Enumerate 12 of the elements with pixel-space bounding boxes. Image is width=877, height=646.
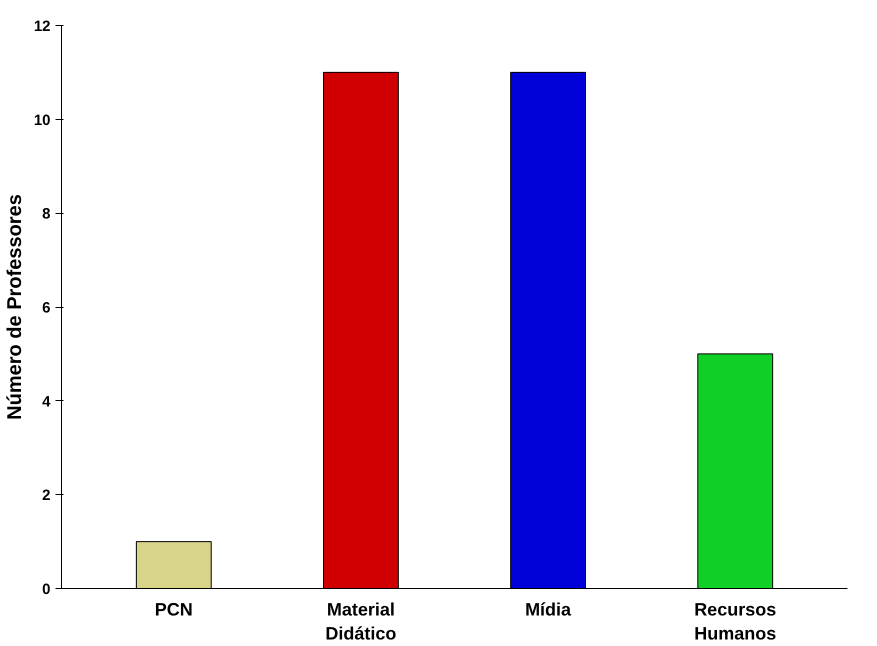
y-tick-label: 12 bbox=[34, 18, 51, 35]
y-tick-label: 10 bbox=[34, 112, 51, 129]
y-tick-label: 8 bbox=[42, 206, 50, 223]
x-tick-label: Recursos Humanos bbox=[694, 600, 776, 644]
y-axis-title: Número de Professores bbox=[4, 194, 26, 420]
y-tick-label: 4 bbox=[42, 393, 52, 410]
y-tick-label: 2 bbox=[42, 487, 50, 504]
y-tick-label: 0 bbox=[42, 581, 50, 598]
x-tick-label: Material Didático bbox=[325, 600, 396, 644]
y-tick-label: 6 bbox=[42, 300, 50, 316]
x-tick-label: Mídia bbox=[525, 600, 572, 620]
x-tick-label: PCN bbox=[154, 600, 193, 620]
